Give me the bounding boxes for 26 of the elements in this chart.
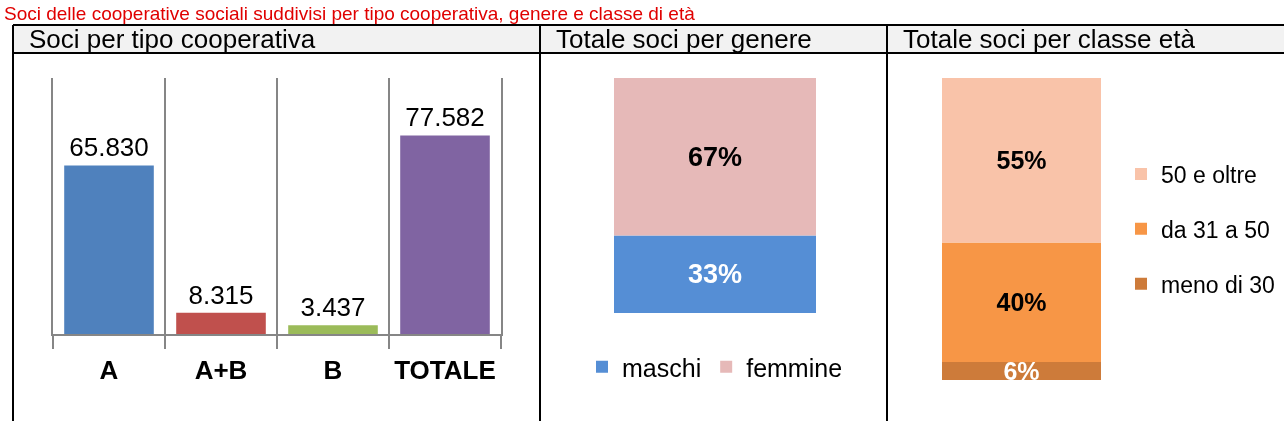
- data-label: 55%: [996, 146, 1047, 175]
- chart-title: Totale soci per classe età: [903, 24, 1196, 54]
- bar: [176, 312, 266, 334]
- legend-label: maschi: [622, 353, 702, 382]
- bar: [400, 135, 490, 334]
- x-tick-label: TOTALE: [394, 355, 496, 386]
- data-label: 77.582: [405, 102, 485, 133]
- data-label: 67%: [687, 141, 743, 172]
- chart-title: Totale soci per genere: [556, 24, 812, 54]
- bar: [288, 325, 378, 334]
- data-label: 3.437: [300, 292, 366, 323]
- x-tick-label: A: [99, 355, 119, 386]
- data-label: 65.830: [69, 132, 149, 163]
- legend-label: 50 e oltre: [1161, 161, 1257, 188]
- legend-label: da 31 a 50: [1161, 216, 1270, 243]
- bar: [64, 165, 154, 334]
- text: Soci delle cooperative sociali suddivisi per tipo cooperativa, genere e classe di età: [4, 3, 696, 24]
- data-label: 8.315: [188, 279, 254, 310]
- data-label: 40%: [996, 288, 1047, 317]
- legend-label: femmine: [746, 353, 843, 382]
- x-tick-label: B: [323, 355, 343, 386]
- data-label: 6%: [1003, 357, 1040, 386]
- chart-title: Soci per tipo cooperativa: [29, 24, 316, 54]
- x-tick-label: A+B: [194, 355, 248, 386]
- data-label: 33%: [687, 259, 743, 290]
- legend-label: meno di 30: [1161, 271, 1275, 298]
